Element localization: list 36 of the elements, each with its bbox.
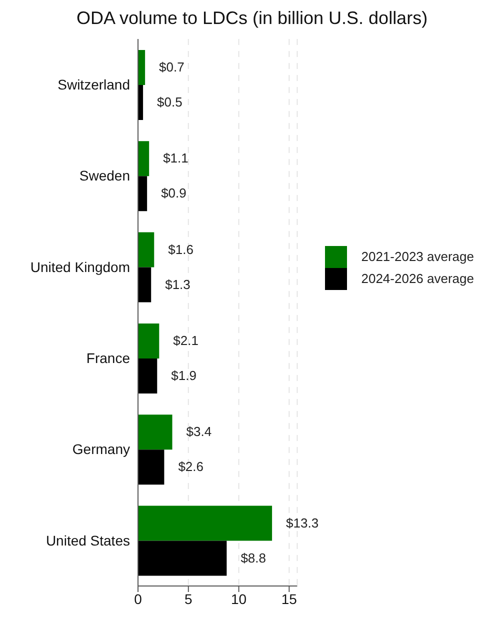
bar [138,141,150,176]
y-tick-label: United Kingdom [30,258,130,275]
data-label: $2.6 [178,459,204,474]
bar [138,450,164,485]
x-tick-label: 0 [134,590,142,607]
data-label: $0.5 [157,94,182,110]
y-tick-label: Sweden [79,168,130,184]
bar [138,506,272,541]
chart-title: ODA volume to LDCs (in billion U.S. dollars) [75,8,429,29]
bar [138,414,172,450]
data-label: $3.4 [186,424,212,440]
data-label: $2.1 [173,332,198,348]
data-label: $8.8 [240,550,266,566]
bar [138,267,152,302]
bar [138,176,148,212]
legend-label: 2021-2023 average [361,249,474,264]
bar [138,50,146,85]
x-tick-label: 10 [230,590,247,607]
y-tick-label: France [86,350,130,366]
bar [138,323,160,358]
data-label: $1.3 [165,276,190,292]
data-label: $13.3 [286,515,319,530]
data-label: $0.9 [161,186,186,201]
data-label: $1.6 [168,242,194,257]
bar [138,540,227,576]
bar [138,358,158,394]
y-tick-label: Germany [72,441,130,458]
y-tick-label: United States [46,532,130,548]
x-tick-label: 15 [281,590,298,607]
bar [138,232,154,268]
x-tick-label: 5 [184,590,192,607]
legend-label: 2024-2026 average [361,271,474,286]
data-label: $1.9 [171,368,196,383]
data-label: $1.1 [163,150,188,166]
data-label: $0.7 [159,59,184,74]
y-tick-label: Switzerland [58,76,130,93]
